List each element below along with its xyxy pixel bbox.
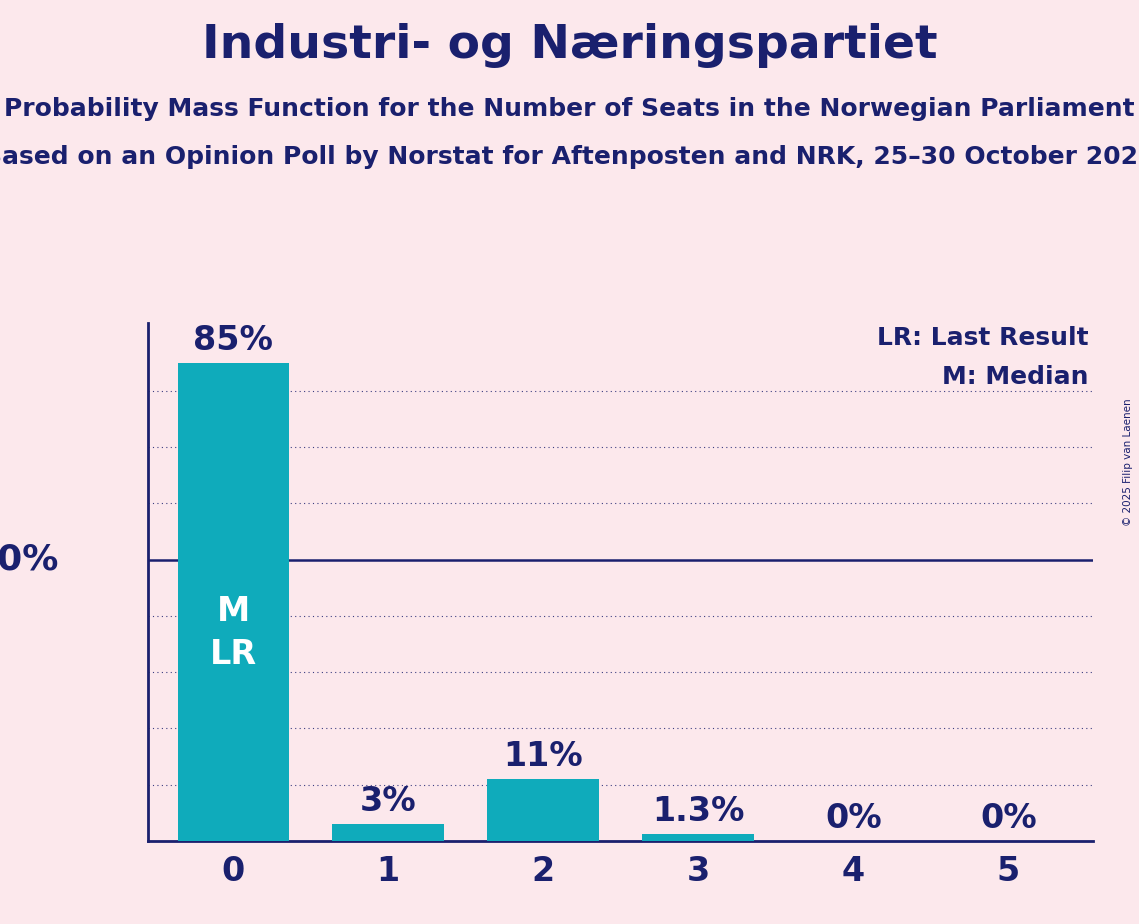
Text: Probability Mass Function for the Number of Seats in the Norwegian Parliament: Probability Mass Function for the Number… [5, 97, 1134, 121]
Bar [333, 824, 444, 841]
Text: 0%: 0% [825, 802, 882, 835]
Text: M: Median: M: Median [942, 365, 1089, 389]
Text: 11%: 11% [503, 740, 583, 773]
Text: 1.3%: 1.3% [652, 795, 745, 828]
Text: 50%: 50% [0, 542, 58, 577]
Text: LR: Last Result: LR: Last Result [877, 326, 1089, 350]
Bar [487, 779, 599, 841]
Text: Based on an Opinion Poll by Norstat for Aftenposten and NRK, 25–30 October 2022: Based on an Opinion Poll by Norstat for … [0, 145, 1139, 169]
Text: Industri- og Næringspartiet: Industri- og Næringspartiet [202, 23, 937, 68]
Text: 0%: 0% [980, 802, 1036, 835]
Bar [178, 363, 289, 841]
Text: 3%: 3% [360, 785, 417, 819]
Text: M
LR: M LR [210, 594, 257, 671]
Bar [642, 833, 754, 841]
Text: © 2025 Filip van Laenen: © 2025 Filip van Laenen [1123, 398, 1133, 526]
Text: 85%: 85% [194, 324, 273, 358]
